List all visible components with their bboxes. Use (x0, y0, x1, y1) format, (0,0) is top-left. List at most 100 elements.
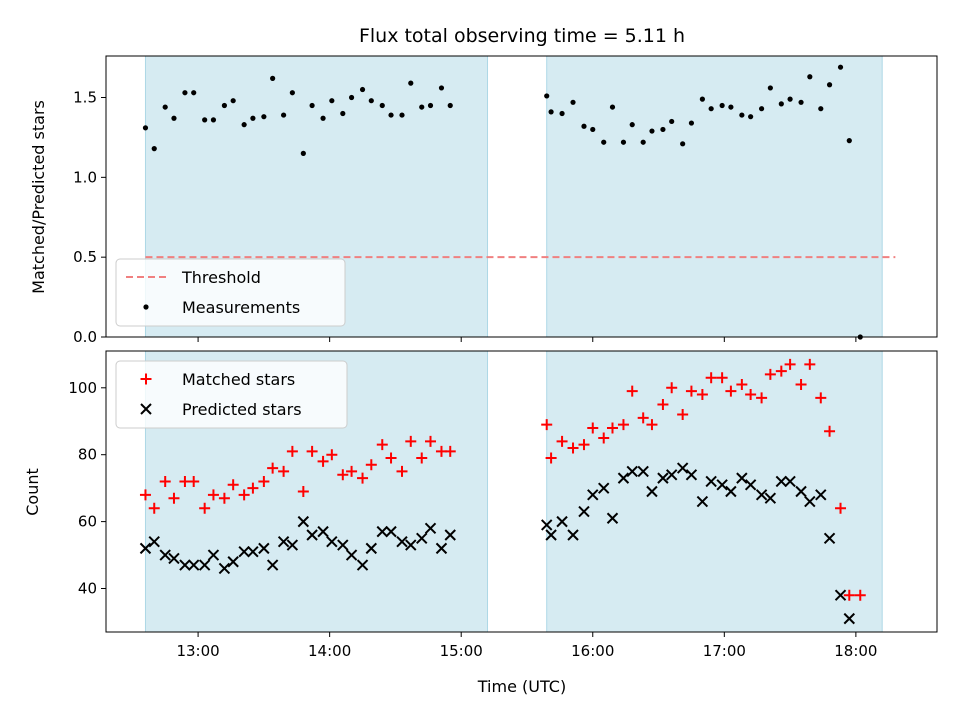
matched-star-point (617, 419, 629, 431)
bottom-y-tick-label: 40 (78, 580, 97, 598)
top-y-tick-label: 0.5 (73, 248, 97, 266)
matched-star-point (376, 439, 388, 451)
matched-star-point (666, 382, 678, 394)
measurement-point (151, 146, 157, 152)
predicted-star-point (755, 489, 768, 501)
predicted-star-point (187, 559, 200, 571)
predicted-star-point (277, 535, 290, 548)
matched-star-point (606, 422, 618, 434)
predicted-star-point (587, 489, 599, 501)
bottom-x-tick-label: 16:00 (571, 642, 614, 660)
predicted-star-point (444, 529, 456, 541)
measurement-point (210, 117, 217, 123)
bottom-y-tick-label: 80 (78, 446, 97, 464)
matched-star-point (725, 385, 737, 397)
bottom-y-axis-label: Count (23, 468, 42, 516)
predicted-star-point (804, 495, 816, 508)
measurement-point (640, 139, 646, 145)
matched-star-point (385, 452, 397, 464)
matched-star-point (637, 412, 649, 424)
measurement-point (649, 128, 655, 134)
matched-star-point (357, 472, 369, 484)
predicted-star-point (337, 539, 349, 551)
predicted-star-point (227, 556, 239, 568)
matched-star-point (705, 372, 717, 384)
measurement-point (660, 126, 666, 133)
measurement-point (699, 96, 705, 102)
predicted-star-point (567, 529, 579, 541)
measurement-point (221, 102, 228, 109)
legend-measurements-label: Measurements (182, 298, 300, 317)
measurement-point (680, 141, 686, 147)
predicted-star-point (665, 469, 678, 481)
predicted-star-point (705, 475, 717, 488)
measurement-point (289, 90, 295, 96)
top-panel: 0.0 0.5 1.0 1.5 Threshold Measurements (73, 55, 938, 346)
bottom-y-tick-label: 100 (68, 379, 97, 397)
predicted-star-point (784, 475, 796, 488)
predicted-star-point (725, 485, 737, 498)
matched-star-point (267, 462, 279, 474)
measurement-point (826, 82, 833, 88)
measurement-point (162, 104, 168, 110)
legend-threshold-label: Threshold (181, 268, 261, 287)
chart-title: Flux total observing time = 5.11 h (359, 25, 685, 47)
measurement-point (250, 115, 256, 121)
predicted-star-point (385, 525, 397, 538)
matched-star-point (365, 459, 377, 471)
matched-star-point (416, 452, 428, 464)
measurement-point (281, 112, 287, 118)
matched-star-point (541, 419, 553, 431)
top-y-tick-label: 0.0 (73, 328, 97, 346)
predicted-star-point (179, 559, 191, 571)
predicted-star-point (843, 612, 856, 625)
predicted-star-point (365, 542, 378, 555)
matched-star-point (784, 358, 796, 370)
measurement-point (438, 85, 445, 91)
measurement-point (261, 114, 267, 120)
measurement-point (399, 112, 405, 118)
predicted-star-point (637, 465, 649, 478)
legend-predicted-label: Predicted stars (182, 400, 302, 419)
predicted-star-point (617, 472, 630, 484)
predicted-star-point (598, 482, 610, 494)
matched-star-point (207, 489, 219, 501)
matched-star-point (306, 445, 318, 457)
measurement-point (408, 80, 414, 86)
bottom-y-tick-label: 60 (78, 513, 97, 531)
measurement-point (202, 117, 208, 123)
matched-star-point (258, 475, 270, 487)
matched-star-point (764, 368, 776, 380)
bottom-axes-frame (105, 350, 938, 633)
matched-star-point (854, 589, 866, 601)
matched-star-point (567, 442, 579, 454)
predicted-star-point (139, 542, 152, 555)
predicted-star-point (148, 535, 160, 548)
measurement-point (230, 98, 236, 104)
measurement-point (182, 90, 188, 96)
predicted-star-point (744, 479, 757, 491)
measurement-point (719, 102, 725, 109)
measurement-point (544, 93, 550, 99)
predicted-star-point (376, 525, 388, 538)
predicted-star-point (207, 549, 220, 561)
matched-star-point (159, 475, 171, 487)
measurement-point (739, 112, 745, 118)
measurement-point (601, 139, 607, 145)
predicted-star-point (716, 479, 728, 491)
measurement-point (368, 98, 374, 104)
matched-star-point (405, 435, 417, 447)
top-axes-frame (105, 55, 938, 338)
matched-star-point (677, 409, 689, 421)
matched-star-point (795, 378, 807, 390)
matched-star-point (756, 392, 768, 404)
measurement-point (609, 104, 616, 110)
matched-star-point (556, 435, 568, 447)
matched-star-point (657, 399, 669, 411)
measurement-point (590, 126, 596, 133)
measurement-point (669, 118, 675, 125)
predicted-star-point (306, 529, 318, 541)
matched-star-point (218, 492, 230, 504)
measurement-point (787, 96, 793, 102)
